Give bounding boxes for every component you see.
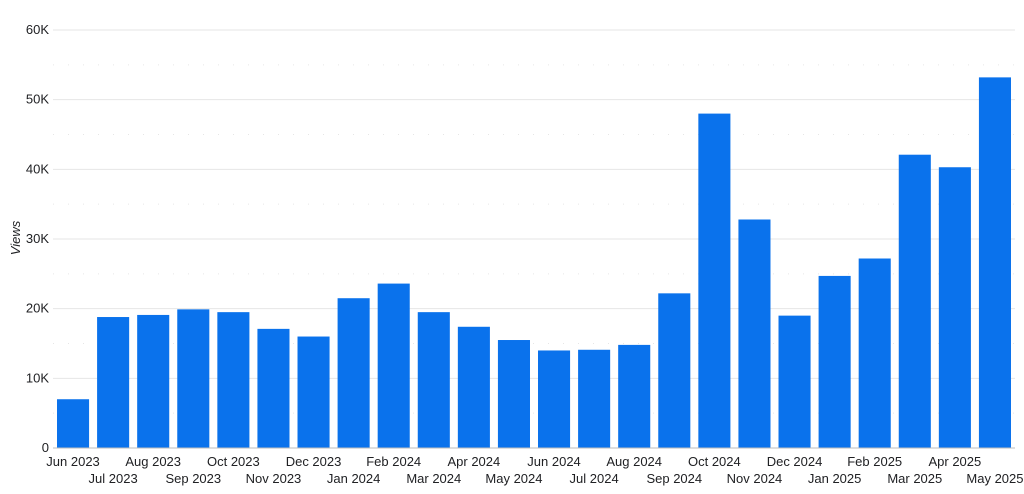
bar[interactable]	[137, 314, 170, 448]
x-tick-label: Apr 2024	[447, 454, 500, 469]
x-tick-label: Sep 2024	[646, 471, 702, 486]
y-tick-label: 0	[42, 440, 49, 455]
bar[interactable]	[97, 317, 130, 448]
x-tick-label: Feb 2024	[366, 454, 421, 469]
bar[interactable]	[738, 219, 771, 448]
bar[interactable]	[497, 340, 530, 448]
bar[interactable]	[57, 399, 90, 448]
y-tick-label: 20K	[26, 301, 49, 316]
x-tick-label: Jul 2024	[570, 471, 619, 486]
x-tick-label: May 2025	[966, 471, 1023, 486]
bar[interactable]	[698, 113, 731, 448]
bar[interactable]	[618, 344, 651, 448]
x-axis-ticks: Jun 2023 Jul 2023 Aug 2023 Sep 2023 Oct 2023…	[46, 454, 1023, 486]
bar[interactable]	[978, 77, 1011, 448]
bar[interactable]	[337, 298, 370, 448]
bar[interactable]	[217, 312, 250, 448]
x-tick-label: Aug 2024	[606, 454, 662, 469]
x-tick-label: Jun 2024	[527, 454, 581, 469]
x-tick-label: Mar 2024	[406, 471, 461, 486]
bar[interactable]	[417, 312, 450, 448]
x-tick-label: Dec 2024	[767, 454, 823, 469]
x-tick-label: Aug 2023	[125, 454, 181, 469]
x-tick-label: Oct 2024	[688, 454, 741, 469]
x-tick-label: May 2024	[485, 471, 542, 486]
x-tick-label: Jan 2024	[327, 471, 381, 486]
bar[interactable]	[297, 336, 330, 448]
x-tick-label: Nov 2024	[727, 471, 783, 486]
x-tick-label: Jan 2025	[808, 471, 862, 486]
y-tick-label: 50K	[26, 92, 49, 107]
bar[interactable]	[578, 349, 611, 448]
bar[interactable]	[818, 275, 851, 448]
y-tick-label: 10K	[26, 370, 49, 385]
x-tick-label: Apr 2025	[928, 454, 981, 469]
x-tick-label: Dec 2023	[286, 454, 342, 469]
y-tick-label: 40K	[26, 161, 49, 176]
x-tick-label: Jul 2023	[89, 471, 138, 486]
bar[interactable]	[538, 350, 571, 448]
bar[interactable]	[778, 315, 811, 448]
bar[interactable]	[898, 154, 931, 448]
y-tick-label: 60K	[26, 22, 49, 37]
bar[interactable]	[177, 309, 210, 448]
x-tick-label: Sep 2023	[165, 471, 221, 486]
bar[interactable]	[658, 293, 691, 448]
y-axis-label: Views	[8, 220, 23, 255]
bars	[57, 77, 1011, 448]
bar[interactable]	[858, 258, 891, 448]
x-tick-label: Nov 2023	[246, 471, 302, 486]
x-tick-label: Feb 2025	[847, 454, 902, 469]
x-tick-label: Jun 2023	[46, 454, 100, 469]
bar[interactable]	[938, 167, 971, 448]
y-tick-label: 30K	[26, 231, 49, 246]
bar[interactable]	[457, 326, 490, 448]
x-tick-label: Oct 2023	[207, 454, 260, 469]
y-axis-ticks: 0 10K 20K 30K 40K 50K 60K	[26, 22, 49, 455]
bar[interactable]	[257, 328, 290, 448]
x-tick-label: Mar 2025	[887, 471, 942, 486]
grid-lines	[53, 29, 1015, 449]
bar[interactable]	[377, 283, 410, 448]
